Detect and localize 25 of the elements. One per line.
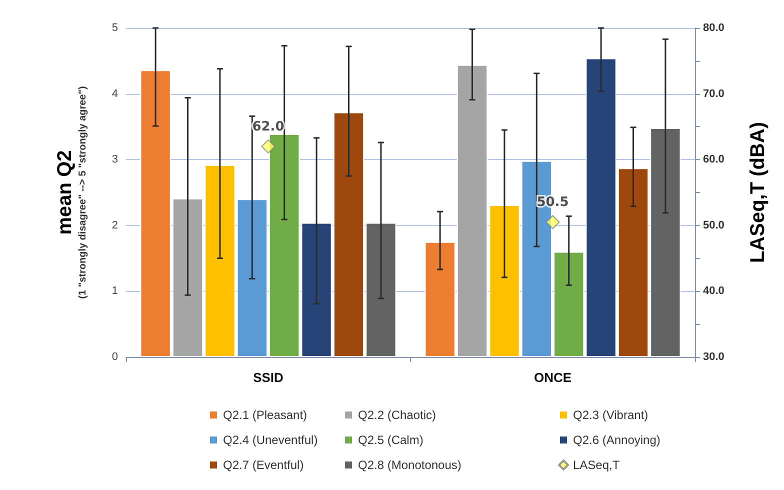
legend-label: Q2.1 (Pleasant) <box>223 408 308 422</box>
y-axis-title: mean Q2 (1 "strongly disagree" --> 5 "strongly agree") <box>54 86 88 299</box>
x-tick-label: SSID <box>253 370 284 385</box>
legend-label: Q2.7 (Eventful) <box>223 458 304 472</box>
legend-label: Q2.2 (Chaotic) <box>358 408 436 422</box>
y2-tick-label: 80.0 <box>703 22 724 34</box>
legend-label: Q2.3 (Vibrant) <box>573 408 648 422</box>
legend-label: Q2.6 (Annoying) <box>573 433 660 447</box>
legend-label: Q2.4 (Uneventful) <box>223 433 318 447</box>
x-tick-label: ONCE <box>534 370 572 385</box>
y2-tick-label: 60.0 <box>703 154 724 166</box>
legend-label: Q2.8 (Monotonous) <box>358 458 462 472</box>
y-tick-label: 5 <box>112 22 118 34</box>
legend-label: LASeq,T <box>573 458 620 472</box>
y-tick-label: 1 <box>112 285 118 298</box>
y2-axis-title: LASeq,T (dBA) <box>747 122 769 264</box>
y2-tick-label: 70.0 <box>703 88 724 100</box>
legend-label: Q2.5 (Calm) <box>358 433 424 447</box>
y-tick-label: 4 <box>112 88 118 100</box>
y2-tick-label: 30.0 <box>703 351 724 363</box>
y2-tick-label: 50.0 <box>703 219 724 232</box>
y-tick-label: 2 <box>112 219 118 232</box>
y-tick-label: 0 <box>112 351 118 363</box>
y2-tick-label: 40.0 <box>703 285 724 298</box>
y-tick-label: 3 <box>112 154 118 166</box>
